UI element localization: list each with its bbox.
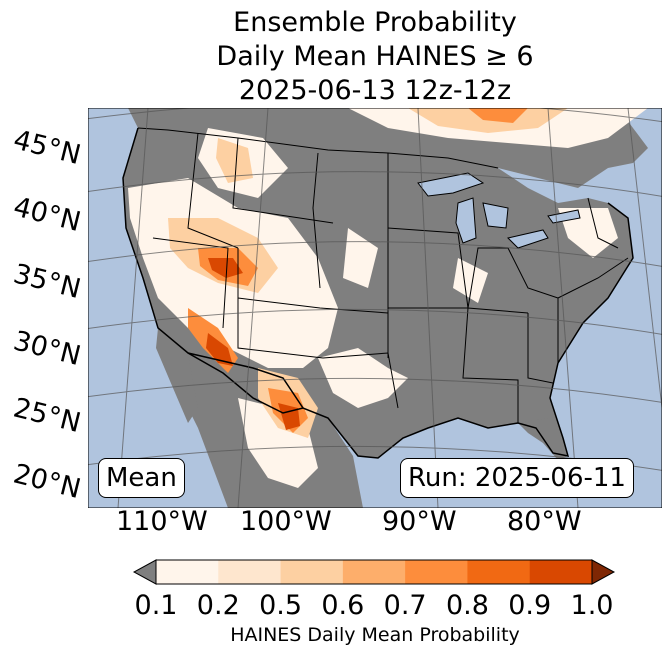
colorbar-segments — [156, 560, 593, 584]
graticule — [88, 108, 662, 508]
run-date-badge: Run: 2025-06-11 — [400, 458, 634, 498]
colorbar-tick-label: 0.1 — [134, 590, 178, 621]
colorbar-segment — [280, 560, 344, 584]
colorbar-label: HAINES Daily Mean Probability — [230, 624, 520, 646]
lat-label-40n: 40°N — [10, 191, 84, 239]
colorbar-tick-label: 0.2 — [196, 590, 240, 621]
map-title-line-3: 2025-06-13 12z-12z — [238, 75, 512, 106]
lon-label-110w: 110°W — [116, 506, 208, 537]
baja-land — [156, 328, 198, 423]
colorbar-segment — [156, 560, 219, 584]
colorbar-under-arrow — [132, 559, 157, 585]
colorbar-tick-label: 0.8 — [445, 590, 489, 621]
colorbar-tick-label: 0.9 — [508, 590, 552, 621]
colorbar-segment — [529, 560, 593, 584]
lat-label-20n: 20°N — [10, 458, 84, 506]
map-title-line-2: Daily Mean HAINES ≥ 6 — [216, 41, 534, 72]
lat-label-25n: 25°N — [10, 392, 84, 440]
colorbar-tick-label: 0.5 — [259, 590, 303, 621]
colorbar-tick-label: 1.0 — [570, 590, 614, 621]
probability-map — [88, 108, 662, 508]
lon-label-90w: 90°W — [382, 506, 457, 537]
mean-badge: Mean — [98, 458, 185, 498]
lon-label-80w: 80°W — [507, 506, 582, 537]
lat-label-45n: 45°N — [10, 124, 84, 172]
lat-label-30n: 30°N — [10, 325, 84, 373]
colorbar-segment — [342, 560, 406, 584]
colorbar-segment — [218, 560, 282, 584]
colorbar-tick-label: 0.7 — [383, 590, 427, 621]
colorbar — [132, 559, 616, 585]
lon-label-100w: 100°W — [240, 506, 332, 537]
map-title-line-1: Ensemble Probability — [233, 7, 517, 38]
colorbar-tick-label: 0.6 — [321, 590, 365, 621]
colorbar-segment — [405, 560, 468, 584]
colorbar-over-arrow — [591, 559, 616, 585]
colorbar-segment — [467, 560, 531, 584]
state-borders — [137, 127, 629, 423]
lat-label-35n: 35°N — [10, 258, 84, 306]
